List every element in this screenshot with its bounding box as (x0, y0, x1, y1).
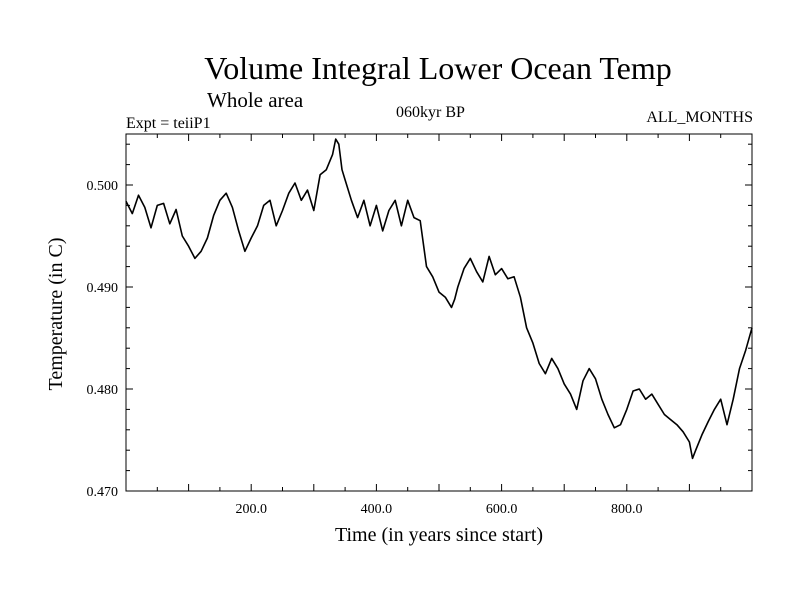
y-axis-label: Temperature (in C) (45, 237, 67, 391)
x-tick-label: 400.0 (361, 502, 393, 517)
plot-frame (125, 133, 753, 492)
y-axis: 0.470 0.480 0.490 0.500 (87, 143, 752, 500)
y-tick-label: 0.500 (87, 179, 119, 194)
x-axis: 200.0 400.0 600.0 800.0 (156, 134, 722, 517)
temperature-series-line (125, 138, 753, 460)
chart-title: Volume Integral Lower Ocean Temp (204, 50, 672, 86)
period-label: 060kyr BP (396, 104, 465, 121)
series-group (125, 138, 753, 460)
y-tick-label: 0.480 (87, 383, 119, 398)
x-tick-label: 600.0 (486, 502, 518, 517)
x-tick-label: 800.0 (611, 502, 643, 517)
x-tick-label: 200.0 (235, 502, 267, 517)
x-axis-label: Time (in years since start) (334, 524, 544, 546)
chart-subtitle: Whole area (207, 88, 304, 112)
months-label: ALL_MONTHS (646, 109, 753, 126)
experiment-label: Expt = teiiP1 (126, 115, 211, 132)
y-tick-label: 0.470 (87, 485, 119, 500)
y-tick-label: 0.490 (87, 281, 119, 296)
